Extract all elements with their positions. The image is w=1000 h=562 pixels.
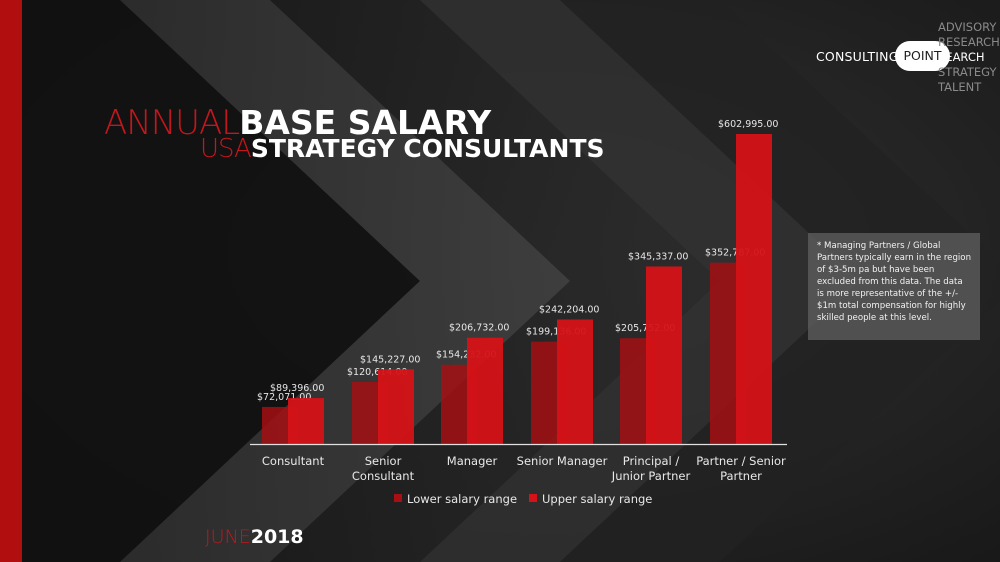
- title-base-salary: BASE SALARY: [239, 103, 492, 142]
- category-label-1-line2: Consultant: [352, 469, 415, 483]
- category-label-0: Consultant: [262, 454, 325, 468]
- bar-upper-4: [646, 266, 682, 444]
- bar-upper-5: [736, 134, 772, 444]
- category-label-1: Senior: [365, 454, 402, 468]
- category-label-5-line2: Partner: [720, 469, 762, 483]
- service-advisory: ADVISORY: [938, 20, 997, 34]
- bar-upper-3: [557, 319, 593, 444]
- legend-label-lower: Lower salary range: [407, 492, 517, 506]
- category-label-5: Partner / Senior: [696, 454, 786, 468]
- value-label-upper-0: $89,396.00: [270, 383, 324, 394]
- title-annual: ANNUAL: [104, 103, 240, 143]
- value-label-lower-2: $154,232.00: [436, 350, 496, 361]
- service-research: RESEARCH: [938, 35, 1000, 49]
- bar-upper-2: [467, 337, 503, 444]
- legend-label-upper: Upper salary range: [542, 492, 652, 506]
- service-strategy: STRATEGY: [938, 65, 997, 79]
- value-label-upper-2: $206,732.00: [449, 323, 509, 334]
- value-label-lower-4: $205,752.00: [615, 323, 675, 334]
- title-strategy-consultants: STRATEGY CONSULTANTS: [250, 134, 605, 163]
- footnote-text: * Managing Partners / Global Partners ty…: [817, 241, 972, 323]
- value-label-lower-3: $199,136.00: [526, 327, 586, 338]
- logo-consulting-text: CONSULTING: [816, 49, 899, 64]
- value-label-upper-1: $145,227.00: [360, 354, 420, 365]
- value-label-upper-4: $345,337.00: [628, 251, 688, 262]
- legend-swatch-lower: [394, 494, 402, 502]
- category-label-4: Principal /: [623, 454, 680, 468]
- title-usa: USA: [200, 134, 252, 164]
- value-label-upper-3: $242,204.00: [539, 304, 599, 315]
- value-label-lower-1: $120,614.00: [347, 367, 407, 378]
- footnote-box: * Managing Partners / Global Partners ty…: [808, 233, 980, 340]
- slide-title: ANNUALBASE SALARY USASTRATEGY CONSULTANT…: [104, 106, 605, 162]
- category-label-2: Manager: [447, 454, 498, 468]
- logo-point-badge: POINT: [895, 41, 950, 71]
- bar-upper-0: [288, 398, 324, 444]
- value-label-upper-5: $602,995.00: [718, 119, 778, 130]
- category-label-3: Senior Manager: [517, 454, 608, 468]
- red-accent-strip: [0, 0, 22, 562]
- report-date: JUNE2018: [205, 528, 304, 547]
- service-talent: TALENT: [938, 80, 982, 94]
- legend-swatch-upper: [529, 494, 537, 502]
- date-year: 2018: [250, 526, 304, 548]
- date-month: JUNE: [205, 526, 251, 548]
- bar-upper-1: [378, 369, 414, 444]
- service-search: SEARCH: [938, 50, 985, 64]
- value-label-lower-0: $72,071.00: [257, 392, 311, 403]
- value-label-lower-5: $352,787.00: [705, 248, 765, 259]
- category-label-4-line2: Junior Partner: [611, 469, 691, 483]
- logo-services-list: ADVISORY RESEARCH SEARCH STRATEGY TALENT: [938, 20, 1000, 95]
